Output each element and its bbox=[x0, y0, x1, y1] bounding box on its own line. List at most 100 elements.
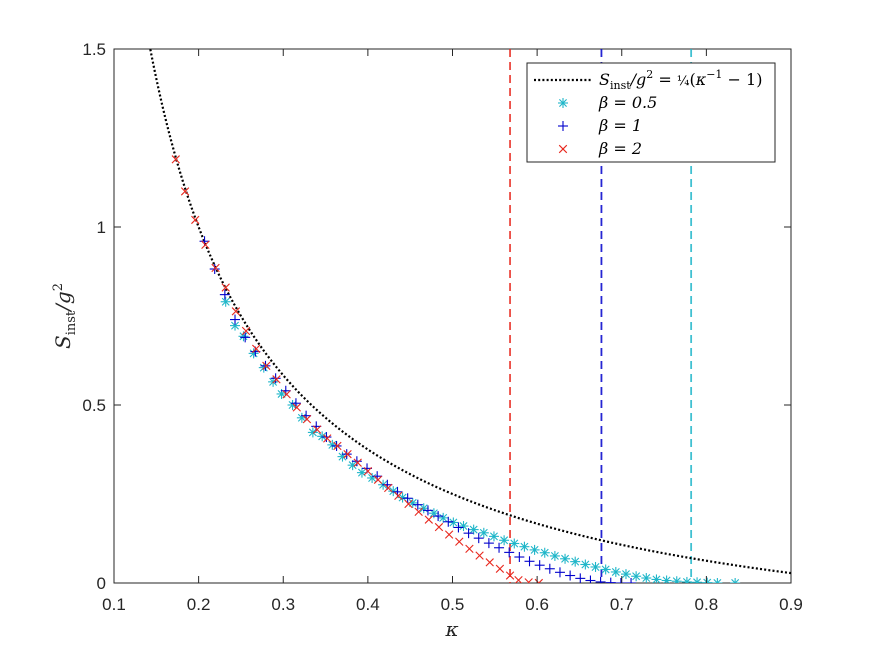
point-beta-1-38 bbox=[585, 575, 596, 583]
x-tick-label-0: 0.1 bbox=[102, 595, 126, 614]
point-beta-2-21 bbox=[383, 483, 393, 493]
point-beta-1-14 bbox=[341, 449, 352, 460]
point-beta-1-21 bbox=[412, 499, 423, 510]
y-tick-labels: 0 0.5 1 1.5 bbox=[82, 40, 106, 593]
point-beta-0.5-0 bbox=[220, 296, 231, 307]
point-beta-0.5-37 bbox=[590, 561, 601, 572]
x-tick-label-7: 0.8 bbox=[695, 595, 719, 614]
legend-marker-beta-2 bbox=[558, 144, 568, 154]
point-beta-1-23 bbox=[433, 511, 444, 522]
point-beta-0.5-30 bbox=[519, 541, 530, 552]
point-beta-0.5-22 bbox=[438, 512, 449, 523]
point-beta-0.5-11 bbox=[327, 439, 338, 450]
x-tick-label-3: 0.4 bbox=[356, 595, 380, 614]
svg-text:Sinst/g2: Sinst/g2 bbox=[51, 283, 79, 349]
point-beta-2-8 bbox=[251, 344, 261, 353]
point-beta-0.5-41 bbox=[631, 571, 642, 582]
point-beta-2-17 bbox=[343, 449, 352, 459]
point-beta-1-25 bbox=[453, 522, 464, 533]
point-beta-0.5-46 bbox=[681, 576, 692, 583]
point-beta-1-41 bbox=[615, 578, 626, 583]
point-beta-2-2 bbox=[191, 215, 200, 225]
point-beta-0.5-49 bbox=[712, 578, 723, 583]
point-beta-0.5-38 bbox=[600, 564, 611, 575]
point-beta-2-12 bbox=[292, 403, 301, 412]
series-beta-0.5 bbox=[220, 296, 741, 583]
point-beta-0.5-15 bbox=[367, 472, 378, 483]
point-beta-0.5-34 bbox=[560, 553, 571, 564]
data-layer bbox=[149, 49, 791, 583]
point-beta-1-31 bbox=[514, 552, 525, 563]
point-beta-1-20 bbox=[402, 493, 413, 504]
x-tick-labels: 0.1 0.2 0.3 0.4 0.5 0.6 0.7 0.8 0.9 bbox=[102, 595, 803, 614]
point-beta-1-42 bbox=[626, 578, 637, 583]
point-beta-1-35 bbox=[554, 567, 565, 578]
point-beta-0.5-24 bbox=[458, 521, 469, 532]
theory-curve bbox=[149, 49, 791, 575]
point-beta-2-13 bbox=[302, 415, 312, 424]
point-beta-0.5-44 bbox=[661, 575, 672, 583]
point-beta-2-28 bbox=[455, 537, 464, 546]
point-beta-0.5-39 bbox=[610, 566, 621, 577]
x-tick-label-8: 0.9 bbox=[779, 595, 803, 614]
series-beta-2 bbox=[171, 155, 544, 583]
point-beta-1-13 bbox=[331, 440, 342, 451]
point-beta-2-23 bbox=[404, 499, 413, 509]
point-beta-1-34 bbox=[544, 563, 555, 574]
point-beta-0.5-36 bbox=[580, 559, 591, 570]
y-axis-label: Sinst/g2 bbox=[51, 283, 79, 349]
point-beta-1-2 bbox=[219, 289, 230, 300]
point-beta-0.5-43 bbox=[651, 574, 662, 583]
legend: Sinst/g2 = ¼(κ−1 − 1) β = 0.5 β = 1 β = … bbox=[526, 62, 776, 163]
point-beta-2-29 bbox=[465, 544, 474, 554]
point-beta-0.5-45 bbox=[671, 576, 682, 583]
point-beta-1-29 bbox=[494, 542, 505, 553]
point-beta-0.5-25 bbox=[468, 524, 479, 535]
point-beta-2-24 bbox=[414, 507, 423, 516]
point-beta-2-6 bbox=[231, 307, 241, 316]
point-beta-1-22 bbox=[422, 505, 433, 516]
point-beta-1-40 bbox=[605, 577, 616, 583]
point-beta-0.5-21 bbox=[428, 508, 439, 519]
point-beta-2-25 bbox=[424, 515, 433, 524]
point-beta-2-14 bbox=[312, 425, 322, 434]
point-beta-1-24 bbox=[443, 516, 454, 527]
x-tick-label-4: 0.5 bbox=[441, 595, 465, 614]
point-beta-0.5-23 bbox=[448, 517, 459, 528]
point-beta-0.5-3 bbox=[248, 348, 259, 359]
x-tick-label-2: 0.3 bbox=[271, 595, 295, 614]
point-beta-0.5-48 bbox=[702, 577, 713, 583]
point-beta-2-35 bbox=[524, 578, 533, 583]
point-beta-0.5-5 bbox=[268, 376, 279, 387]
point-beta-2-15 bbox=[323, 434, 332, 443]
point-beta-0.5-40 bbox=[620, 569, 631, 580]
point-beta-2-20 bbox=[373, 475, 383, 484]
tick-marks bbox=[113, 48, 792, 584]
point-beta-2-36 bbox=[534, 578, 544, 583]
legend-symbol-beta-0.5 bbox=[558, 98, 568, 108]
point-beta-1-39 bbox=[595, 576, 606, 583]
point-beta-0.5-29 bbox=[509, 538, 520, 549]
point-beta-0.5-27 bbox=[488, 531, 499, 542]
point-beta-1-3 bbox=[230, 314, 241, 325]
point-beta-0.5-32 bbox=[539, 547, 550, 558]
point-beta-1-36 bbox=[565, 570, 576, 581]
point-beta-1-26 bbox=[463, 528, 474, 539]
point-beta-2-22 bbox=[394, 491, 403, 500]
point-beta-0.5-9 bbox=[307, 427, 318, 438]
point-beta-0.5-35 bbox=[570, 556, 581, 567]
point-beta-2-10 bbox=[272, 375, 281, 384]
legend-label-beta-0.5: β = 0.5 bbox=[598, 93, 657, 112]
point-beta-2-19 bbox=[363, 467, 373, 476]
point-beta-2-31 bbox=[485, 558, 494, 567]
x-tick-label-1: 0.2 bbox=[187, 595, 211, 614]
point-beta-2-5 bbox=[221, 283, 230, 292]
point-beta-2-1 bbox=[180, 187, 190, 196]
point-beta-1-30 bbox=[504, 547, 515, 558]
point-beta-1-6 bbox=[260, 360, 271, 371]
point-beta-0.5-50 bbox=[730, 578, 741, 583]
legend-label-beta-2: β = 2 bbox=[598, 139, 642, 158]
point-beta-1-27 bbox=[473, 533, 484, 544]
point-beta-0.5-18 bbox=[397, 492, 408, 503]
